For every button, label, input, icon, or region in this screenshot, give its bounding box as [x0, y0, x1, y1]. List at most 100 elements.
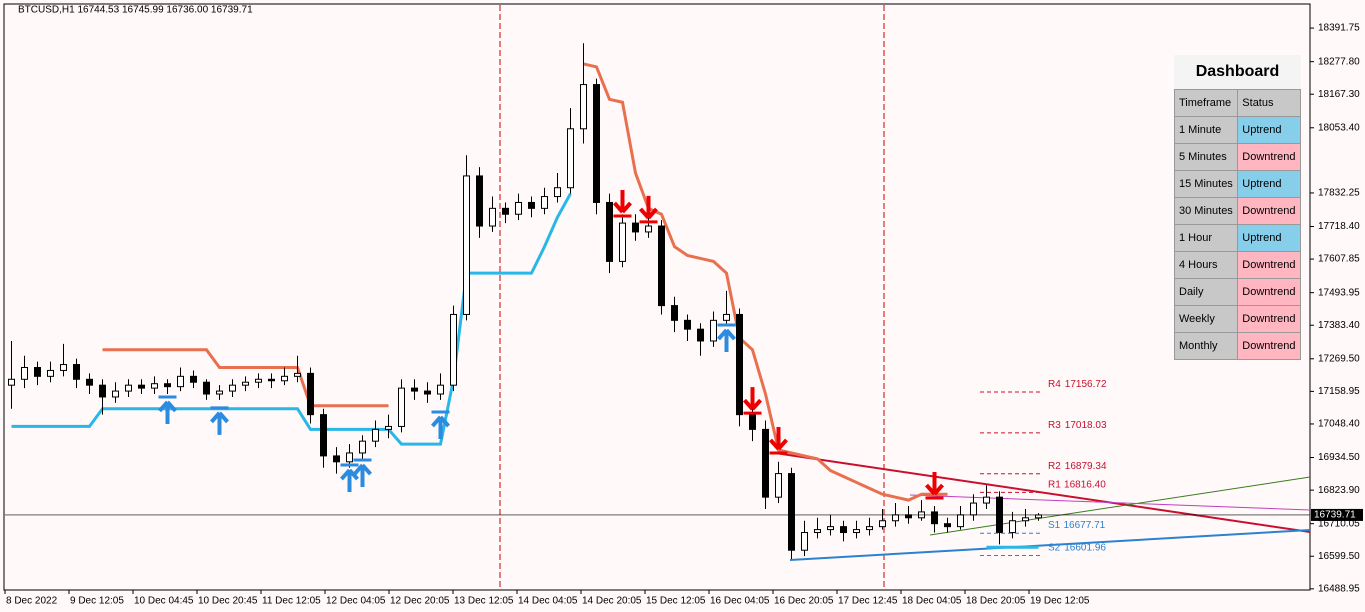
trend-line-series: [102, 62, 948, 502]
timeframe-cell: 1 Minute: [1173, 116, 1239, 144]
trend-line: [789, 529, 1311, 561]
candle-body: [203, 381, 210, 395]
x-tick-label: 10 Dec 04:45: [134, 596, 194, 607]
x-tick-label: 18 Dec 20:05: [966, 596, 1026, 607]
timeframe-cell: Monthly: [1173, 332, 1239, 360]
candle-body: [983, 496, 990, 504]
rows: 1 Minute Uptrend 5 Minutes Downtrend 15 Minu…: [1173, 116, 1301, 360]
candle-body: [580, 84, 587, 130]
pivot-value: 16879.34: [1065, 460, 1107, 471]
candle-body: [333, 455, 340, 463]
sell-arrow: [769, 426, 788, 451]
candle-body: [47, 369, 54, 377]
last-price-label: 16739.71: [1314, 510, 1356, 521]
candle-body: [86, 378, 93, 386]
candle-body: [294, 372, 301, 377]
candle-body: [112, 390, 119, 398]
pivot-name: S2: [1048, 542, 1061, 553]
y-tick-label: 17048.40: [1318, 419, 1360, 430]
trend-line: [774, 452, 1311, 533]
header-cell: Status: [1237, 89, 1301, 117]
x-tick-label: 8 Dec 2022: [6, 596, 58, 607]
pivot-name: R1: [1048, 479, 1061, 490]
candle-body: [723, 313, 730, 321]
candle-body: [710, 319, 717, 342]
candle-body: [281, 375, 288, 382]
x-tick-label: 12 Dec 04:05: [326, 596, 386, 607]
dashboard-row: 30 Minutes Downtrend: [1173, 197, 1301, 225]
x-tick-label: 17 Dec 12:45: [838, 596, 898, 607]
decor: [499, 5, 1311, 590]
buy-arrow: [210, 411, 229, 435]
candle-body: [840, 526, 847, 534]
candle-body: [853, 529, 860, 534]
candle-body: [801, 532, 808, 551]
candle-body: [346, 452, 353, 463]
pivot-name: R3: [1048, 420, 1061, 431]
candle-body: [463, 175, 470, 315]
candle-body: [320, 414, 327, 457]
x-tick-label: 13 Dec 12:05: [454, 596, 514, 607]
x-tick-label: 11 Dec 12:05: [262, 596, 321, 607]
candle-body: [268, 378, 275, 382]
timeframe-cell: 30 Minutes: [1173, 197, 1239, 225]
x-tick-label: 14 Dec 20:05: [582, 596, 642, 607]
candle-body: [385, 425, 392, 430]
candle-body: [21, 366, 28, 380]
dashboard-row: 1 Minute Uptrend: [1173, 116, 1301, 144]
y-tick-label: 17718.40: [1318, 221, 1360, 232]
buy-arrow: [158, 400, 177, 424]
pivot-label: R3 17018.03: [1048, 420, 1107, 431]
x-tick-label: 9 Dec 12:05: [70, 596, 124, 607]
status-cell: Downtrend: [1237, 332, 1301, 360]
y-tick-label: 17607.85: [1318, 254, 1360, 265]
candle-body: [255, 378, 262, 383]
header-cell: Timeframe: [1173, 89, 1239, 117]
candle-body: [398, 387, 405, 427]
candle-body: [437, 384, 444, 395]
candle-body: [372, 428, 379, 442]
candle-body: [1009, 520, 1016, 534]
dashboard-row: 5 Minutes Downtrend: [1173, 143, 1301, 171]
x-tick-label: 19 Dec 12:05: [1030, 596, 1090, 607]
candle-body: [476, 175, 483, 227]
status-cell: Downtrend: [1237, 278, 1301, 306]
candle-body: [970, 502, 977, 516]
candle-body: [60, 364, 67, 371]
candle-body: [229, 384, 236, 392]
candle-body: [8, 378, 15, 386]
x-tick-label: 16 Dec 20:05: [774, 596, 834, 607]
pivot-name: R2: [1048, 460, 1061, 471]
candle-body: [99, 384, 106, 398]
candle-body: [814, 529, 821, 534]
y-tick-label: 18391.75: [1318, 23, 1360, 34]
trend-line: [909, 494, 1311, 511]
candle-body: [645, 225, 652, 233]
x-tick-label: 16 Dec 04:05: [710, 596, 770, 607]
candle-body: [749, 414, 756, 430]
candle-body: [788, 473, 795, 551]
y-tick-label: 17269.50: [1318, 353, 1360, 364]
last-price-box: [1311, 508, 1363, 521]
pivot-name: R4: [1048, 379, 1061, 390]
timeframe-cell: Daily: [1173, 278, 1239, 306]
candle-body: [762, 428, 769, 498]
status-cell: Downtrend: [1237, 251, 1301, 279]
buy-arrow: [353, 463, 372, 488]
plot-frame: [3, 3, 1311, 591]
y-tick-label: 17158.95: [1318, 386, 1360, 397]
timeframe-cell: 5 Minutes: [1173, 143, 1239, 171]
candle-body: [905, 514, 912, 519]
pivot-value: 16677.71: [1064, 520, 1106, 531]
candle-body: [944, 523, 951, 528]
y-tick-label: 16710.05: [1318, 518, 1360, 529]
x-tick-label: 18 Dec 04:05: [902, 596, 962, 607]
candle-body: [879, 520, 886, 528]
candle-body: [73, 364, 80, 380]
status-cell: Downtrend: [1237, 197, 1301, 225]
y-tick-label: 16934.50: [1318, 452, 1360, 463]
x-tick-label: 15 Dec 12:05: [646, 596, 706, 607]
candle-body: [892, 514, 899, 522]
y-tick-label: 17383.40: [1318, 320, 1360, 331]
y-tick-label: 18053.40: [1318, 122, 1360, 133]
